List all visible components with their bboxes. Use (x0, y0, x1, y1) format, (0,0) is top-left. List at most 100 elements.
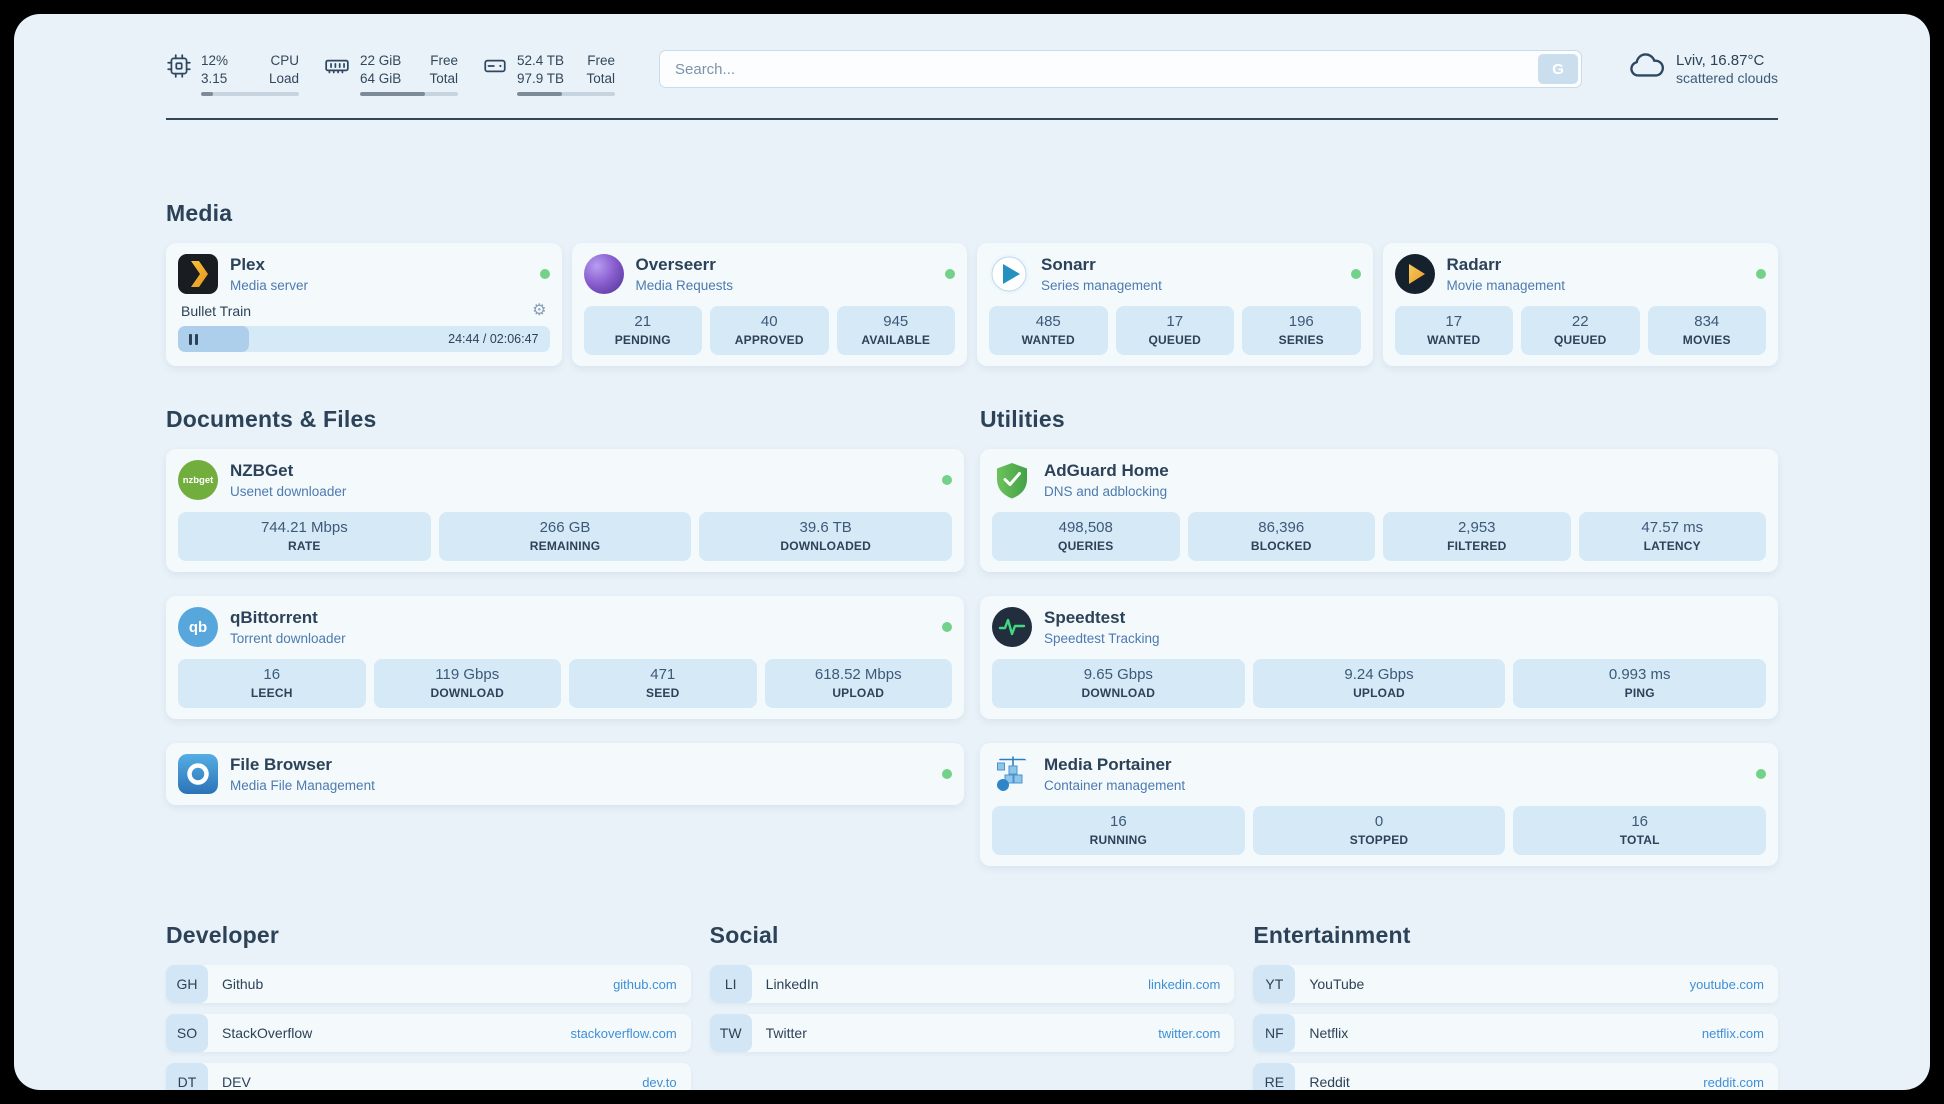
bookmark-abbr: SO (166, 1014, 208, 1053)
status-dot (945, 269, 955, 280)
cpu-label: CPU (270, 53, 299, 68)
service-card-portainer[interactable]: Media Portainer Container management 16 R… (980, 743, 1778, 867)
weather-condition: scattered clouds (1676, 69, 1778, 86)
service-card-plex[interactable]: Plex Media server Bullet Train ⚙ 24:44 /… (166, 243, 562, 367)
bookmark-abbr: GH (166, 965, 208, 1004)
service-card-radarr[interactable]: Radarr Movie management 17 WANTED 22 QUEUE… (1382, 243, 1778, 367)
speedtest-icon (992, 607, 1032, 648)
disk-widget: 52.4 TB Free 97.9 TB Total (482, 52, 615, 97)
bookmark-group-title: Entertainment (1253, 922, 1411, 949)
stat-box-rate: 744.21 Mbps RATE (178, 512, 431, 562)
stat-box-leech: 16 LEECH (178, 659, 366, 709)
status-dot (539, 269, 550, 280)
bookmark-abbr: RE (1253, 1063, 1296, 1090)
radarr-icon (1394, 254, 1435, 295)
bookmark-name: Reddit (1309, 1074, 1350, 1090)
stat-box-blocked: 86,396 BLOCKED (1187, 512, 1375, 562)
service-subtitle: DNS and adblocking (1044, 483, 1168, 499)
bookmark-url: linkedin.com (1148, 976, 1221, 992)
bookmark-reddit[interactable]: RE Reddit reddit.com (1253, 1063, 1778, 1090)
bookmark-abbr: YT (1253, 965, 1296, 1004)
service-card-adguard[interactable]: AdGuard Home DNS and adblocking 498,508 Q… (980, 449, 1778, 573)
disk-total-label: Total (586, 70, 615, 86)
search-input[interactable] (663, 60, 1539, 78)
search-provider-button[interactable]: G (1538, 54, 1579, 84)
bookmark-dev[interactable]: DT DEV dev.to (166, 1063, 691, 1090)
disk-free-label: Free (587, 53, 615, 68)
stat-box-available: 945 AVAILABLE (836, 306, 955, 356)
disk-icon (482, 53, 508, 79)
bookmark-abbr: TW (709, 1014, 752, 1053)
cpu-icon (166, 53, 192, 79)
service-name: Plex (230, 255, 265, 275)
service-subtitle: Media server (230, 277, 309, 293)
service-subtitle: Media Requests (635, 277, 734, 293)
sonarr-icon (989, 254, 1029, 295)
service-subtitle: Movie management (1446, 277, 1566, 293)
cpu-value: 12% (201, 53, 229, 68)
service-card-overseerr[interactable]: Overseerr Media Requests 21 PENDING 40 APP… (571, 243, 967, 367)
service-subtitle: Usenet downloader (230, 483, 347, 499)
weather-widget: Lviv, 16.87°C scattered clouds (1626, 50, 1778, 87)
status-dot (942, 475, 952, 486)
bookmark-linkedin[interactable]: LI LinkedIn linkedin.com (709, 965, 1235, 1004)
stat-box-queries: 498,508 QUERIES (992, 512, 1180, 562)
header-divider (166, 118, 1778, 121)
playback-progress-bar[interactable]: 24:44 / 02:06:47 (178, 326, 550, 353)
service-card-sonarr[interactable]: Sonarr Series management 485 WANTED 17 QUE… (977, 243, 1373, 367)
stat-box-movies: 834 MOVIES (1647, 306, 1766, 356)
playback-time: 24:44 / 02:06:47 (448, 332, 539, 347)
memory-free-value: 22 GiB (360, 53, 402, 68)
search-bar: G (659, 50, 1583, 88)
stat-box-wanted: 485 WANTED (989, 306, 1108, 356)
memory-free-label: Free (430, 53, 458, 68)
bookmark-github[interactable]: GH Github github.com (166, 965, 691, 1004)
weather-location: Lviv, 16.87°C (1676, 51, 1765, 69)
pause-icon[interactable] (189, 333, 198, 345)
service-name: Speedtest (1044, 608, 1126, 628)
bookmark-name: DEV (222, 1074, 251, 1090)
status-dot (1756, 769, 1766, 780)
bookmark-url: netflix.com (1701, 1025, 1764, 1041)
disk-progress (517, 92, 615, 97)
cpu-load-value: 3.15 (201, 70, 228, 86)
service-card-filebrowser[interactable]: File Browser Media File Management (166, 743, 964, 806)
now-playing-title: Bullet Train (181, 303, 252, 320)
gear-icon[interactable]: ⚙ (532, 302, 547, 320)
bookmark-twitter[interactable]: TW Twitter twitter.com (709, 1014, 1235, 1053)
bookmark-abbr: NF (1253, 1014, 1296, 1053)
memory-widget: 22 GiB Free 64 GiB Total (323, 52, 458, 97)
stat-box-download: 119 Gbps DOWNLOAD (373, 659, 561, 709)
overseerr-icon (583, 254, 624, 295)
status-dot (942, 622, 952, 633)
bookmark-group-developer: Developer GH Github github.com SO StackO… (166, 922, 691, 1090)
plex-now-playing: Bullet Train ⚙ 24:44 / 02:06:47 (178, 302, 550, 353)
cpu-progress (201, 92, 299, 97)
service-subtitle: Container management (1044, 777, 1186, 793)
bookmark-group-social: Social LI LinkedIn linkedin.com TW Twitt… (709, 922, 1235, 1090)
bookmark-netflix[interactable]: NF Netflix netflix.com (1253, 1014, 1778, 1053)
service-card-speedtest[interactable]: Speedtest Speedtest Tracking 9.65 Gbps DO… (980, 596, 1778, 720)
stat-box-downloaded: 39.6 TB DOWNLOADED (699, 512, 953, 562)
service-card-qbittorrent[interactable]: qb qBittorrent Torrent downloader 16 LEEC… (166, 596, 964, 720)
status-dot (942, 769, 952, 780)
stat-box-series: 196 SERIES (1242, 306, 1361, 356)
media-grid: Plex Media server Bullet Train ⚙ 24:44 /… (166, 243, 1778, 367)
disk-free-value: 52.4 TB (517, 53, 565, 68)
memory-total-label: Total (429, 70, 458, 86)
service-name: AdGuard Home (1044, 461, 1169, 481)
bookmark-name: Netflix (1309, 1025, 1349, 1042)
service-name: File Browser (230, 755, 333, 775)
service-card-nzbget[interactable]: nzbget NZBGet Usenet downloader 744.21 M… (166, 449, 964, 573)
bookmark-youtube[interactable]: YT YouTube youtube.com (1253, 965, 1778, 1004)
stat-box-filtered: 2,953 FILTERED (1383, 512, 1571, 562)
system-stats: 12% CPU 3.15 Load 22 GiB Free 64 GiB Total (166, 50, 615, 97)
plex-icon (178, 254, 218, 295)
service-name: Overseerr (635, 255, 716, 275)
service-subtitle: Media File Management (230, 777, 375, 793)
service-name: Media Portainer (1044, 755, 1172, 775)
bookmark-url: dev.to (642, 1074, 677, 1090)
service-name: Sonarr (1041, 255, 1096, 275)
service-name: qBittorrent (230, 608, 318, 628)
bookmark-stackoverflow[interactable]: SO StackOverflow stackoverflow.com (166, 1014, 691, 1053)
